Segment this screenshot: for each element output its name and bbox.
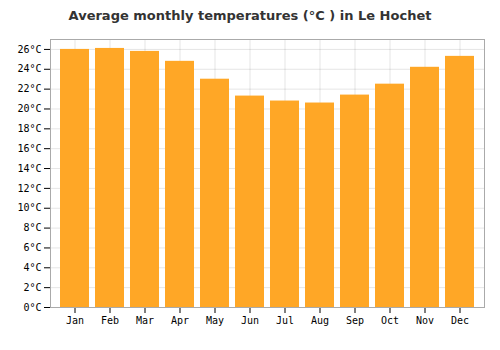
svg-text:8°C: 8°C — [23, 222, 41, 233]
svg-text:Apr: Apr — [171, 315, 189, 326]
svg-text:6°C: 6°C — [23, 242, 41, 253]
svg-text:26°C: 26°C — [17, 44, 41, 55]
svg-text:Sep: Sep — [346, 315, 364, 326]
svg-text:18°C: 18°C — [17, 123, 41, 134]
svg-text:22°C: 22°C — [17, 83, 41, 94]
svg-text:Nov: Nov — [416, 315, 434, 326]
svg-text:4°C: 4°C — [23, 262, 41, 273]
svg-text:16°C: 16°C — [17, 143, 41, 154]
svg-text:0°C: 0°C — [23, 302, 41, 313]
svg-text:Jun: Jun — [241, 315, 259, 326]
svg-text:10°C: 10°C — [17, 202, 41, 213]
svg-text:Jul: Jul — [276, 315, 294, 326]
svg-text:Aug: Aug — [311, 315, 329, 326]
svg-text:12°C: 12°C — [17, 183, 41, 194]
svg-text:Dec: Dec — [451, 315, 469, 326]
svg-text:May: May — [206, 315, 224, 326]
svg-text:Oct: Oct — [381, 315, 399, 326]
svg-text:Feb: Feb — [101, 315, 119, 326]
svg-text:14°C: 14°C — [17, 163, 41, 174]
svg-text:Mar: Mar — [136, 315, 154, 326]
svg-text:20°C: 20°C — [17, 103, 41, 114]
svg-text:2°C: 2°C — [23, 282, 41, 293]
html-text:Average monthly temperatures (: Average monthly temperatures (°C ) in Le… — [68, 8, 432, 23]
svg-text:Jan: Jan — [66, 315, 84, 326]
svg-text:24°C: 24°C — [17, 63, 41, 74]
